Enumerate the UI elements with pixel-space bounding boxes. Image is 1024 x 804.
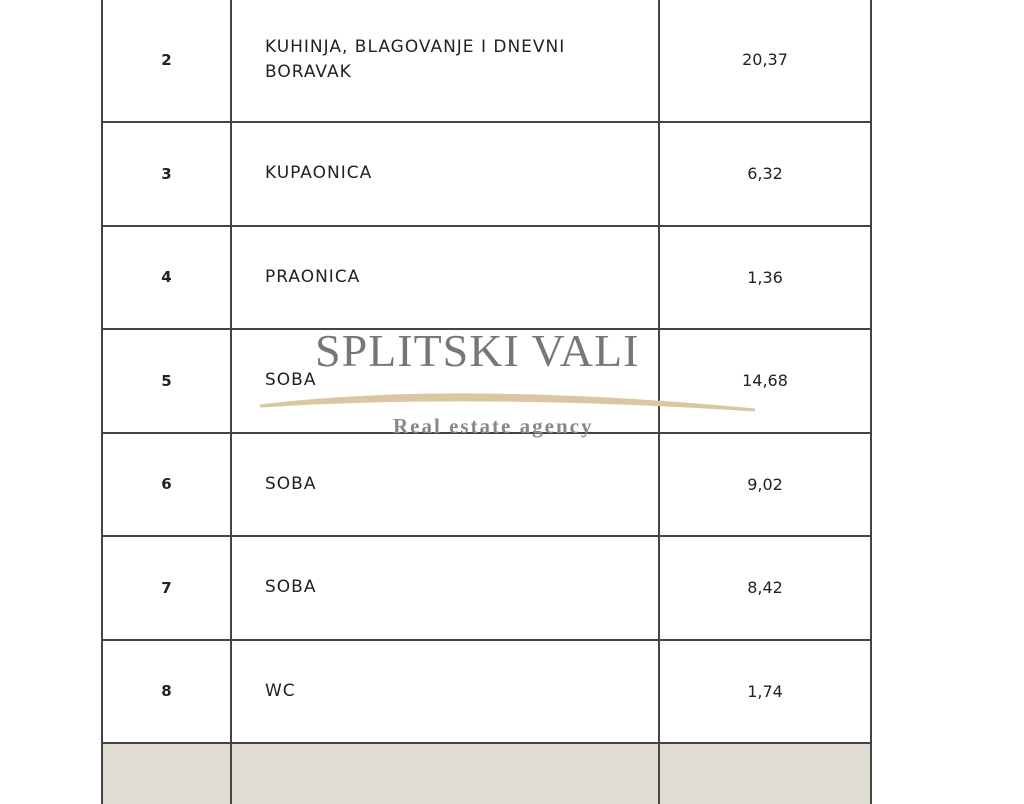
table-row: 6 SOBA 9,02	[103, 433, 870, 537]
total-cell-1	[103, 744, 232, 804]
room-area: 8,42	[747, 578, 783, 598]
room-area-table: 2 KUHINJA, BLAGOVANJE I DNEVNI BORAVAK 2…	[101, 0, 872, 804]
row-number: 4	[103, 226, 232, 328]
room-area: 6,32	[747, 164, 783, 184]
row-number: 5	[103, 330, 232, 432]
table-row: 2 KUHINJA, BLAGOVANJE I DNEVNI BORAVAK 2…	[103, 0, 870, 123]
room-name: KUHINJA, BLAGOVANJE I DNEVNI BORAVAK	[232, 0, 660, 121]
room-name: KUPAONICA	[232, 123, 660, 225]
room-name: SOBA	[232, 537, 660, 639]
room-name: WC	[232, 640, 660, 742]
row-number: 3	[103, 123, 232, 225]
table-row: 4 PRAONICA 1,36	[103, 226, 870, 330]
table-row: 7 SOBA 8,42	[103, 537, 870, 641]
total-cell-2	[232, 744, 660, 804]
room-name: SOBA	[232, 433, 660, 535]
total-row	[103, 744, 870, 804]
room-name: SOBA	[232, 330, 660, 432]
room-area: 1,36	[747, 267, 783, 287]
row-number: 7	[103, 537, 232, 639]
row-number: 8	[103, 640, 232, 742]
row-number: 2	[103, 0, 232, 121]
room-area: 1,74	[747, 681, 783, 701]
room-area: 14,68	[742, 371, 788, 391]
table-row: 5 SOBA 14,68	[103, 330, 870, 434]
room-name: PRAONICA	[232, 226, 660, 328]
table-row: 8 WC 1,74	[103, 640, 870, 744]
room-area: 9,02	[747, 474, 783, 494]
table-row: 3 KUPAONICA 6,32	[103, 123, 870, 227]
total-cell-3	[660, 744, 870, 804]
room-area: 20,37	[742, 50, 788, 69]
row-number: 6	[103, 433, 232, 535]
